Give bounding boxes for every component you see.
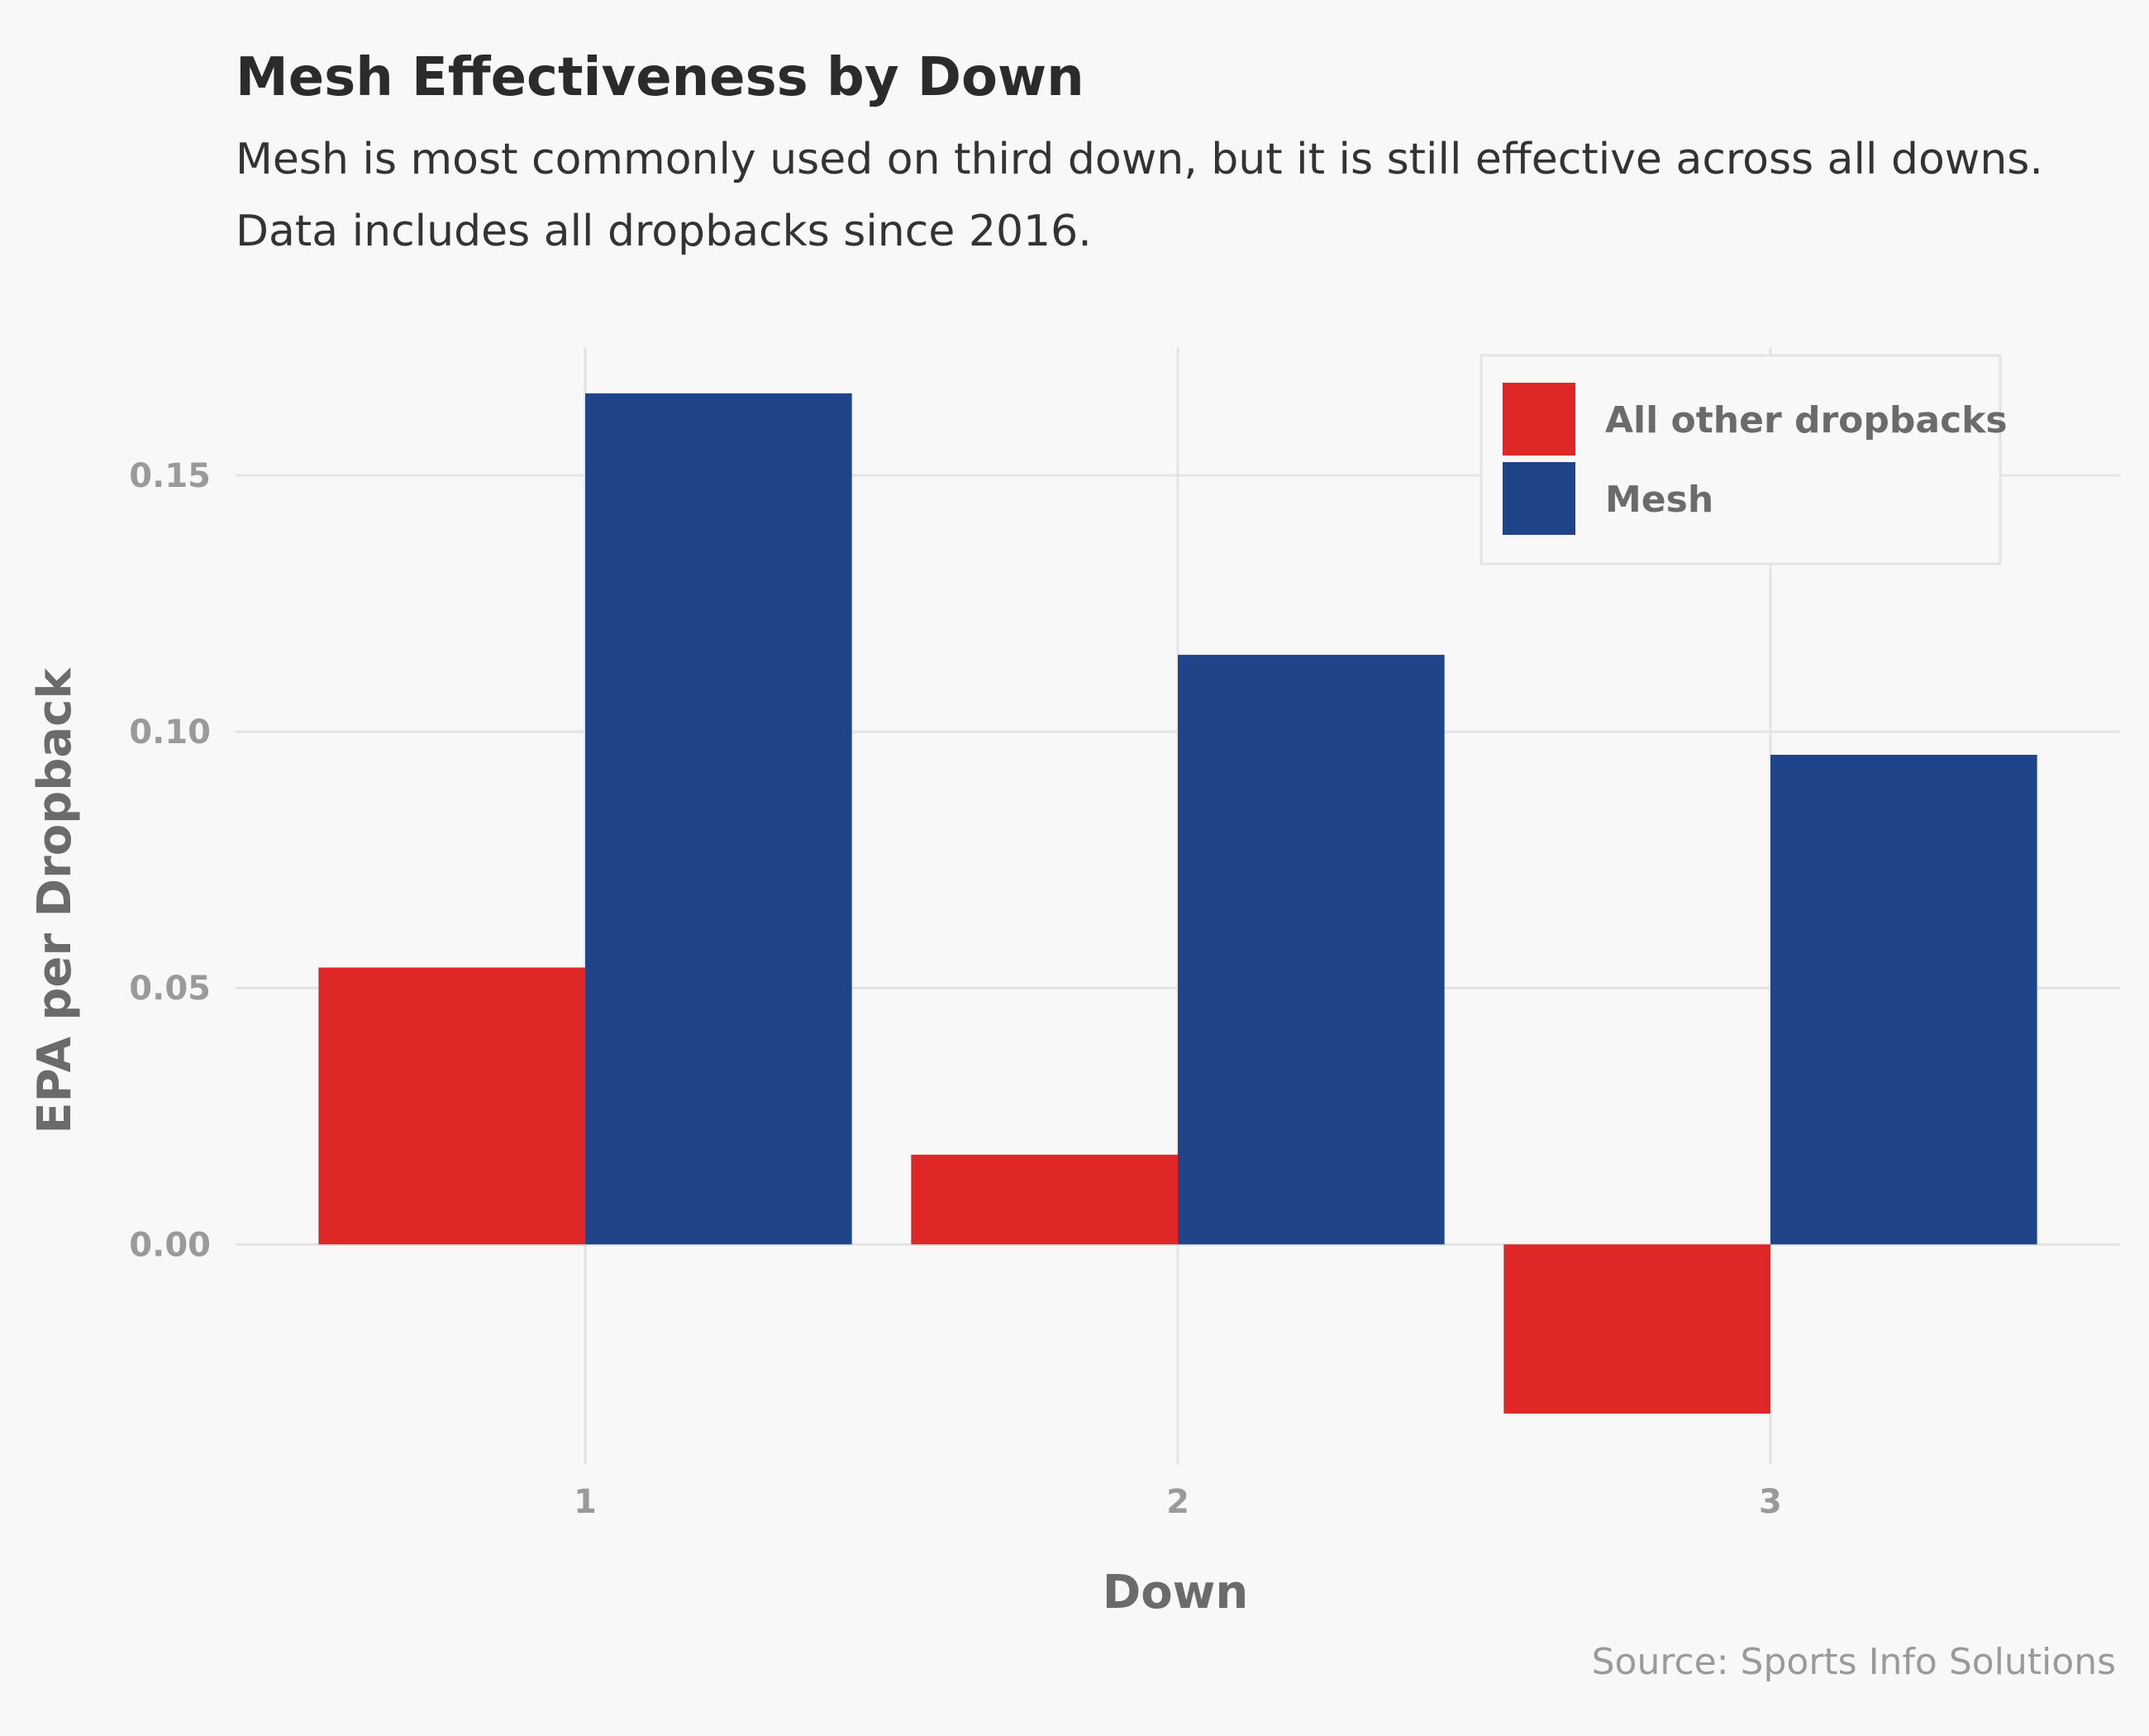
legend-label-all-other-dropbacks: All other dropbacks	[1605, 399, 2008, 441]
chart-subtitle-line-2: Data includes all dropbacks since 2016.	[236, 207, 1092, 256]
tick-labels: 0.00 0.05 0.10 0.15 1 2 3	[129, 457, 1782, 1521]
chart-caption: Source: Sports Info Solutions	[1592, 1641, 2116, 1683]
bar-mesh-down-3	[1770, 755, 2037, 1245]
chart-title: Mesh Effectiveness by Down	[236, 47, 1084, 108]
y-axis-title: EPA per Dropback	[28, 667, 82, 1134]
legend-label-mesh: Mesh	[1605, 479, 1713, 521]
chart-subtitle-line-1: Mesh is most commonly used on third down…	[236, 135, 2043, 184]
bars	[318, 393, 2037, 1414]
y-tick-label: 0.15	[129, 457, 211, 495]
y-tick-label: 0.10	[129, 713, 211, 751]
bar-all-other-dropbacks-down-3	[1503, 1244, 1770, 1414]
bar-all-other-dropbacks-down-2	[911, 1154, 1178, 1245]
bar-mesh-down-2	[1178, 655, 1445, 1245]
y-tick-label: 0.05	[129, 970, 211, 1008]
x-axis-title: Down	[1103, 1566, 1249, 1619]
y-tick-label: 0.00	[129, 1226, 211, 1264]
legend-swatch-mesh	[1503, 462, 1575, 535]
legend-swatch-all-other-dropbacks	[1503, 383, 1575, 455]
legend: All other dropbacks Mesh	[1480, 354, 2008, 565]
bar-mesh-down-1	[585, 393, 852, 1245]
x-tick-label: 1	[574, 1483, 597, 1521]
bar-all-other-dropbacks-down-1	[318, 967, 586, 1245]
x-tick-label: 2	[1166, 1483, 1189, 1521]
x-tick-label: 3	[1759, 1483, 1782, 1521]
